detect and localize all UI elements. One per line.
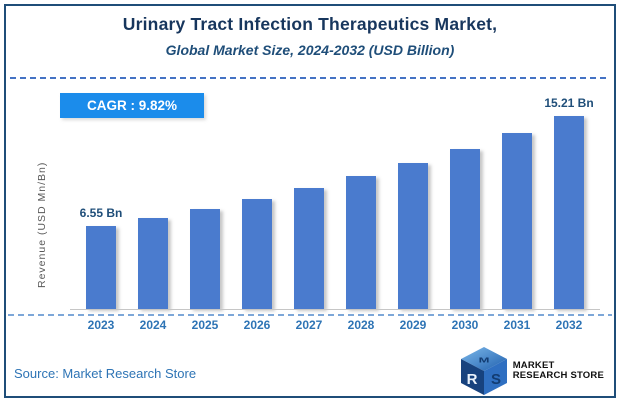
bar-2030 (450, 149, 480, 309)
source-text: Source: Market Research Store (14, 366, 197, 381)
bar-column-2023: 6.55 Bn (75, 109, 127, 309)
bar-2027 (294, 188, 324, 309)
bar-2024 (138, 218, 168, 309)
bar-2026 (242, 199, 272, 309)
logo-wordmark: MARKET RESEARCH STORE (513, 361, 604, 381)
chart-subtitle: Global Market Size, 2024-2032 (USD Billi… (165, 42, 455, 58)
x-tick-2028: 2028 (347, 318, 375, 332)
bar-column-2030 (439, 109, 491, 309)
chart-title: Urinary Tract Infection Therapeutics Mar… (122, 14, 498, 34)
axis-divider-dashed-line (8, 314, 612, 316)
cagr-badge: CAGR : 9.82% (60, 93, 204, 118)
bar-column-2024 (127, 109, 179, 309)
bar-2025 (190, 209, 220, 309)
bar-2032 (554, 116, 584, 309)
bar-column-2028 (335, 109, 387, 309)
x-tick-2032: 2032 (555, 318, 583, 332)
bar-column-2031 (491, 109, 543, 309)
bar-column-2026 (231, 109, 283, 309)
chart-header: Urinary Tract Infection Therapeutics Mar… (0, 14, 620, 58)
bar-2029 (398, 163, 428, 309)
x-tick-2023: 2023 (87, 318, 115, 332)
bar-column-2027 (283, 109, 335, 309)
logo-line-1: MARKET (512, 360, 555, 372)
cube-logo-icon: M R S (460, 347, 507, 395)
x-tick-2029: 2029 (399, 318, 427, 332)
x-tick-2025: 2025 (191, 318, 219, 332)
market-research-store-logo: M R S MARKET RESEARCH STORE (460, 346, 604, 396)
svg-text:R: R (466, 371, 477, 388)
bar-chart-plot-area: 6.55 Bn 15.21 Bn (75, 96, 595, 309)
x-axis-labels: 2023 2024 2025 2026 2027 2028 2029 2030 2031 2032 (75, 318, 595, 332)
x-tick-2026: 2026 (243, 318, 271, 332)
bar-column-2032: 15.21 Bn (543, 96, 595, 309)
cagr-badge-text: CAGR : 9.82% (86, 98, 178, 113)
bar-2028 (346, 176, 376, 309)
svg-text:M: M (478, 357, 489, 364)
bar-2031 (502, 133, 532, 309)
x-tick-2027: 2027 (295, 318, 323, 332)
header-divider-dashed-line (10, 77, 610, 79)
bar-column-2029 (387, 109, 439, 309)
x-tick-2024: 2024 (139, 318, 167, 332)
svg-text:S: S (491, 371, 501, 388)
value-label-2023: 6.55 Bn (79, 206, 123, 220)
x-tick-2030: 2030 (451, 318, 479, 332)
logo-line-2: RESEARCH STORE (512, 370, 604, 381)
bar-column-2025 (179, 109, 231, 309)
x-axis-line (70, 309, 600, 310)
y-axis-label: Revenue (USD Mn/Bn) (36, 161, 48, 289)
bar-2023 (86, 226, 116, 309)
x-tick-2031: 2031 (503, 318, 531, 332)
value-label-2032: 15.21 Bn (544, 96, 594, 110)
